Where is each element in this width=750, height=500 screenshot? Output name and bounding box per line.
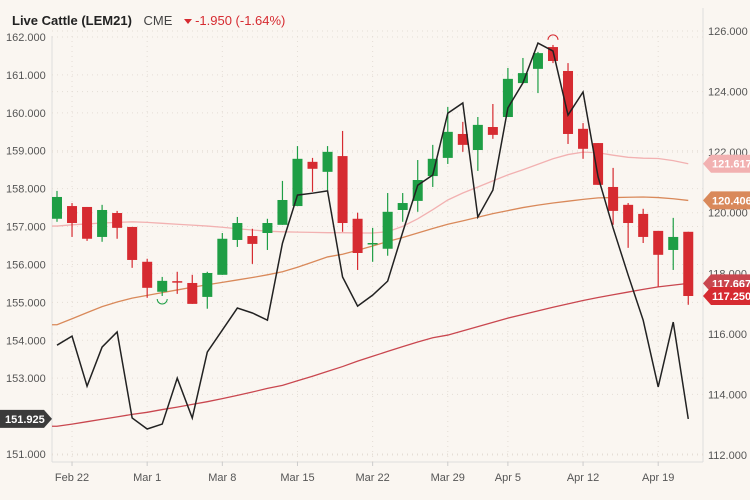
candle-body [187,282,198,304]
ma-last-value-tag: 120.406 [712,195,750,207]
right-tick-label: 116.000 [708,329,747,341]
candle-body [307,161,318,169]
candle-body [397,203,408,210]
moving-average-line [52,196,689,326]
chart-header: Live Cattle (LEM21) CME -1.950 (-1.64%) [12,13,285,28]
candle-body [457,133,468,145]
x-tick-label: Mar 22 [356,472,390,484]
candle-body [82,206,93,239]
candle-body [247,236,258,244]
left-tick-label: 155.000 [6,297,46,309]
last-price-tag: 117.250 [712,291,750,303]
candle-body [638,213,649,237]
down-triangle-icon [184,19,193,25]
left-tick-label: 154.000 [6,335,46,347]
candle-body [367,243,378,245]
candle-body [52,196,62,219]
candle-body [67,206,78,224]
candle-body [352,218,363,253]
candle-body [623,204,634,224]
right-tick-label: 124.000 [708,87,748,99]
ma-last-value-tag-bg [703,154,750,173]
last-price-tag-bg [703,287,750,305]
x-tick-label: Apr 12 [567,472,599,484]
ma-last-value-tag: 121.617 [712,159,750,171]
candle-body [653,230,664,255]
candle-body [442,131,453,158]
compare-last-value-tag-bg [0,409,52,428]
left-tick-label: 160.000 [6,108,46,120]
candle-body [517,73,528,84]
left-tick-label: 162.000 [6,32,46,44]
instrument-title: Live Cattle (LEM21) [12,13,132,28]
candle-body [578,128,589,149]
candle-body [262,223,273,234]
low-marker [156,298,168,305]
candle-body [217,238,228,275]
price-change-value: -1.950 (-1.64%) [195,13,286,28]
compare-last-value-tag: 151.925 [5,414,45,426]
candle-body [232,223,243,240]
candle-body [337,156,348,224]
left-tick-label: 157.000 [6,222,46,234]
candle-body [608,186,619,211]
candle-body [112,213,123,228]
left-tick-label: 161.000 [6,70,46,82]
candle-body [127,226,138,260]
candle-body [532,53,543,69]
candle-body [563,70,574,134]
high-marker [547,34,559,41]
candle-body [142,261,153,288]
x-tick-label: Mar 29 [431,472,465,484]
left-tick-label: 158.000 [6,184,46,196]
exchange-label: CME [143,13,173,28]
candle-body [593,143,604,185]
candle-body [157,280,168,292]
x-tick-label: Feb 22 [55,472,89,484]
right-tick-label: 126.000 [708,26,748,38]
right-tick-label: 120.000 [708,208,748,220]
candle-body [472,124,483,151]
candle-body [502,78,513,118]
candle-body [292,158,303,207]
moving-average-line [52,151,689,234]
candle-body [97,209,108,237]
candle-body [277,199,288,225]
x-tick-label: Mar 1 [133,472,161,484]
plot-area [52,36,703,462]
candle-body [382,211,393,249]
price-change: -1.950 (-1.64%) [184,13,285,28]
candle-body [683,231,694,296]
candle-body [322,151,333,172]
x-tick-label: Mar 15 [280,472,314,484]
compare-price-line [56,42,690,430]
x-tick-label: Apr 5 [495,472,521,484]
right-tick-label: 112.000 [708,450,747,462]
x-tick-label: Apr 19 [642,472,674,484]
candle-body [487,127,498,135]
candle-body [172,281,183,283]
left-tick-label: 159.000 [6,146,46,158]
candle-body [668,236,679,250]
candle-body [427,158,438,177]
moving-average-line [52,282,689,427]
ma-last-value-tag-bg [703,191,750,210]
left-tick-label: 153.000 [6,373,46,385]
right-tick-label: 114.000 [708,389,747,401]
left-tick-label: 151.000 [6,449,46,461]
candle-body [412,180,423,201]
x-tick-label: Mar 8 [208,472,236,484]
candle-body [202,272,213,297]
left-tick-label: 156.000 [6,259,46,271]
